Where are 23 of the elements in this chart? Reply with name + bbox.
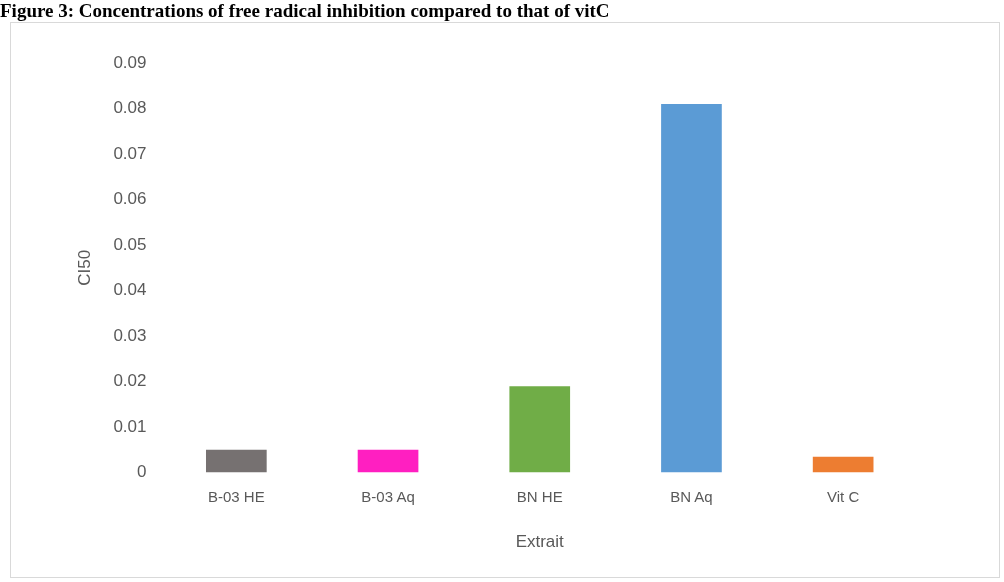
y-tick-label: 0.06 bbox=[113, 189, 147, 209]
y-tick-label: 0.01 bbox=[113, 416, 147, 436]
bar bbox=[812, 456, 874, 473]
bar bbox=[661, 103, 722, 473]
y-tick-label: 0.09 bbox=[113, 52, 147, 72]
x-tick-label: Vit C bbox=[827, 487, 860, 505]
y-tick-label: 0.08 bbox=[113, 98, 147, 118]
bar bbox=[357, 449, 419, 473]
x-tick-label: B-03 Aq bbox=[361, 487, 415, 505]
x-tick-label: B-03 HE bbox=[207, 487, 265, 505]
y-tick-label: 0.05 bbox=[113, 234, 147, 254]
x-tick-label: BN Aq bbox=[670, 487, 713, 505]
y-axis-title: CI50 bbox=[74, 249, 94, 286]
y-tick-label: 0.03 bbox=[113, 325, 147, 345]
x-tick-label: BN HE bbox=[516, 487, 563, 505]
y-tick-label: 0.04 bbox=[113, 280, 147, 300]
bar bbox=[509, 386, 571, 473]
y-tick-label: 0 bbox=[137, 462, 147, 482]
y-tick-label: 0.02 bbox=[113, 371, 147, 391]
bar bbox=[206, 449, 267, 473]
x-axis-title: Extrait bbox=[515, 532, 565, 552]
y-tick-label: 0.07 bbox=[113, 143, 147, 163]
chart-title: Figure 3: Concentrations of free radical inhibition compared to that of vitC bbox=[0, 0, 611, 22]
